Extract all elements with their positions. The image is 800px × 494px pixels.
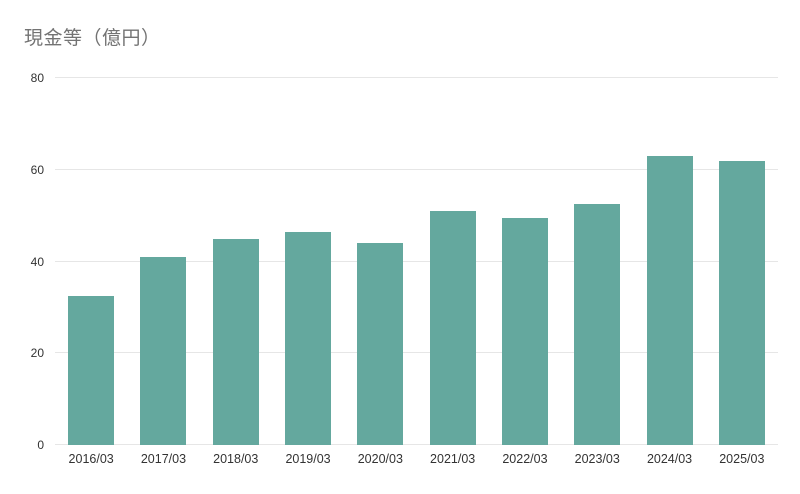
bar <box>574 204 621 445</box>
x-axis-tick-label: 2019/03 <box>285 452 331 466</box>
bar <box>646 156 693 445</box>
bar <box>68 295 115 445</box>
bar <box>212 238 259 445</box>
x-axis-tick-label: 2022/03 <box>502 452 548 466</box>
gridline <box>55 444 778 445</box>
bar <box>140 256 187 445</box>
x-axis-tick-label: 2017/03 <box>140 452 187 466</box>
bar <box>718 160 765 445</box>
x-axis-tick-label: 2018/03 <box>213 452 259 466</box>
bar <box>501 217 548 445</box>
x-axis-tick-label: 2020/03 <box>357 452 403 466</box>
bar <box>285 231 332 445</box>
x-axis-tick-label: 2023/03 <box>574 452 620 466</box>
x-axis-tick-label: 2024/03 <box>646 452 693 466</box>
plot-area <box>55 77 778 445</box>
x-axis-tick-label: 2016/03 <box>68 452 114 466</box>
gridline <box>55 260 778 262</box>
y-axis-tick-label: 80 <box>30 71 44 85</box>
y-axis-tick-label: 0 <box>37 438 44 452</box>
chart-title: 現金等（億円） <box>24 28 161 49</box>
y-axis-tick-label: 40 <box>30 254 44 269</box>
gridline <box>55 77 778 78</box>
bar <box>429 211 476 445</box>
y-axis-tick-label: 20 <box>30 346 44 361</box>
gridline <box>55 352 778 354</box>
x-axis-tick-label: 2021/03 <box>430 452 476 466</box>
y-axis-tick-label: 60 <box>30 162 44 177</box>
gridline <box>55 168 778 170</box>
bar <box>357 243 404 445</box>
x-axis-tick-label: 2025/03 <box>719 452 765 466</box>
